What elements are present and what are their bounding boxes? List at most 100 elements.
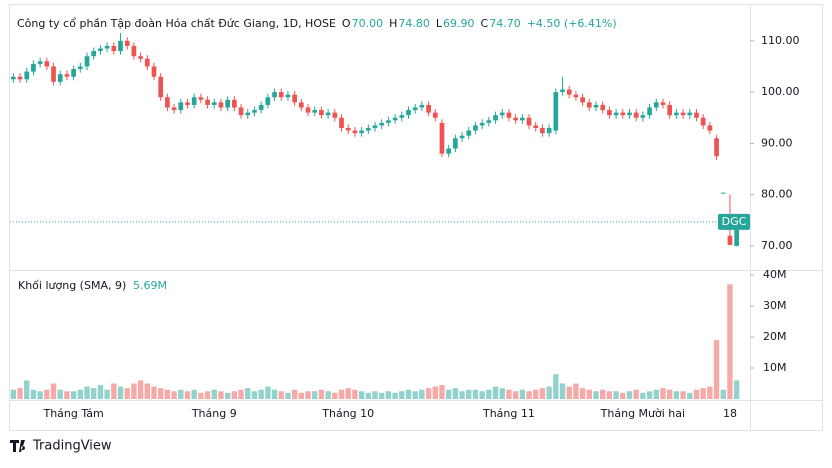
candle-body xyxy=(37,61,43,64)
legend-o-key: O xyxy=(342,17,351,30)
candle-body xyxy=(339,117,344,128)
candle-body xyxy=(144,58,150,67)
volume-bar xyxy=(191,389,197,399)
volume-bar xyxy=(479,391,485,399)
volume-bar xyxy=(37,391,43,399)
candle-body xyxy=(64,74,70,77)
volume-bar xyxy=(345,388,351,399)
candle-body xyxy=(218,102,224,108)
brand: TradingView xyxy=(10,439,112,454)
volume-bar xyxy=(258,389,264,399)
volume-bar xyxy=(137,380,144,399)
candle-body xyxy=(258,104,264,111)
volume-bar xyxy=(97,385,104,399)
x-tick-label: Tháng 10 xyxy=(321,407,374,420)
candle-body xyxy=(513,117,518,121)
candle-body xyxy=(640,115,646,118)
volume-bar xyxy=(425,388,432,399)
candle-body xyxy=(667,104,673,116)
candle-body xyxy=(205,99,210,105)
volume-bar xyxy=(626,391,633,399)
chart-title: Công ty cổ phần Tập đoàn Hóa chất Đức Gi… xyxy=(17,17,336,30)
volume-bar xyxy=(271,389,278,399)
candle-body xyxy=(647,107,652,116)
candle-body xyxy=(225,99,231,108)
volume-bar xyxy=(593,391,599,399)
candle-body xyxy=(727,235,733,245)
volume-bar xyxy=(278,391,284,399)
volume-bar xyxy=(512,391,519,399)
volume-bar xyxy=(546,386,552,399)
volume-bar xyxy=(700,388,706,399)
volume-title: Khối lượng (SMA, 9) xyxy=(18,279,126,292)
candle-body xyxy=(84,56,90,67)
volume-bar xyxy=(519,389,526,399)
candle-body xyxy=(459,135,465,139)
candle-body xyxy=(372,125,378,128)
candle-body xyxy=(533,125,539,128)
candle-body xyxy=(573,94,579,98)
volume-bar xyxy=(586,389,592,399)
candle-body xyxy=(191,97,197,105)
candle-body xyxy=(51,66,56,82)
candle-body xyxy=(111,45,117,52)
candle-body xyxy=(680,112,686,116)
candle-body xyxy=(124,40,130,46)
volume-bar xyxy=(559,383,566,399)
legend-low: 69.90 xyxy=(443,17,475,30)
candle-body xyxy=(519,117,525,121)
brand-name: TradingView xyxy=(32,439,112,454)
legend-close: 74.70 xyxy=(489,17,521,30)
volume-bar xyxy=(77,389,83,399)
volume-bar xyxy=(466,389,472,399)
x-tick-label: Tháng 9 xyxy=(191,407,237,420)
volume-bar xyxy=(178,389,184,399)
candle-body xyxy=(446,148,452,154)
candle-body xyxy=(118,40,123,52)
candle-body xyxy=(566,89,572,95)
volume-bar xyxy=(358,391,365,399)
volume-tick-label: 20M xyxy=(763,330,787,343)
volume-bar xyxy=(613,391,619,399)
candle-body xyxy=(700,117,706,126)
candle-body xyxy=(593,104,599,108)
candle-body xyxy=(379,122,385,126)
candle-body xyxy=(131,45,137,57)
y-tick-label: 80.00 xyxy=(761,188,793,201)
candle-body xyxy=(178,102,184,111)
candle-body xyxy=(252,110,257,113)
volume-bar xyxy=(499,388,505,399)
candle-body xyxy=(285,94,291,98)
legend-open: 70.00 xyxy=(352,17,384,30)
candle-body xyxy=(312,110,318,113)
volume-bar xyxy=(352,389,358,399)
volume-bar xyxy=(17,388,23,399)
volume-bar xyxy=(506,389,512,399)
volume-bar xyxy=(218,391,224,399)
legend-h-key: H xyxy=(389,17,397,30)
candle-body xyxy=(419,104,425,108)
candle-body xyxy=(479,122,485,126)
candle-body xyxy=(359,130,364,134)
volume-bar xyxy=(733,380,740,399)
header: Công ty cổ phần Tập đoàn Hóa chất Đức Gi… xyxy=(17,17,336,30)
candle-body xyxy=(211,102,217,105)
candle-body xyxy=(77,66,83,70)
candle-body xyxy=(91,51,97,57)
candle-body xyxy=(694,112,699,118)
candle-body xyxy=(17,76,23,80)
candle-body xyxy=(607,110,612,116)
x-tick-label: Tháng Mười hai xyxy=(600,407,685,420)
volume-tick-label: 10M xyxy=(763,361,787,374)
candle-body xyxy=(272,92,277,98)
volume-bar xyxy=(111,383,117,399)
candle-body xyxy=(714,138,719,157)
candle-body xyxy=(586,102,592,108)
candle-body xyxy=(493,115,498,121)
volume-bar xyxy=(171,391,177,399)
candle-body xyxy=(185,102,190,105)
volume-bar xyxy=(727,284,733,399)
volume-bar xyxy=(30,389,37,399)
volume-bar xyxy=(687,392,693,399)
candle-body xyxy=(352,130,358,134)
